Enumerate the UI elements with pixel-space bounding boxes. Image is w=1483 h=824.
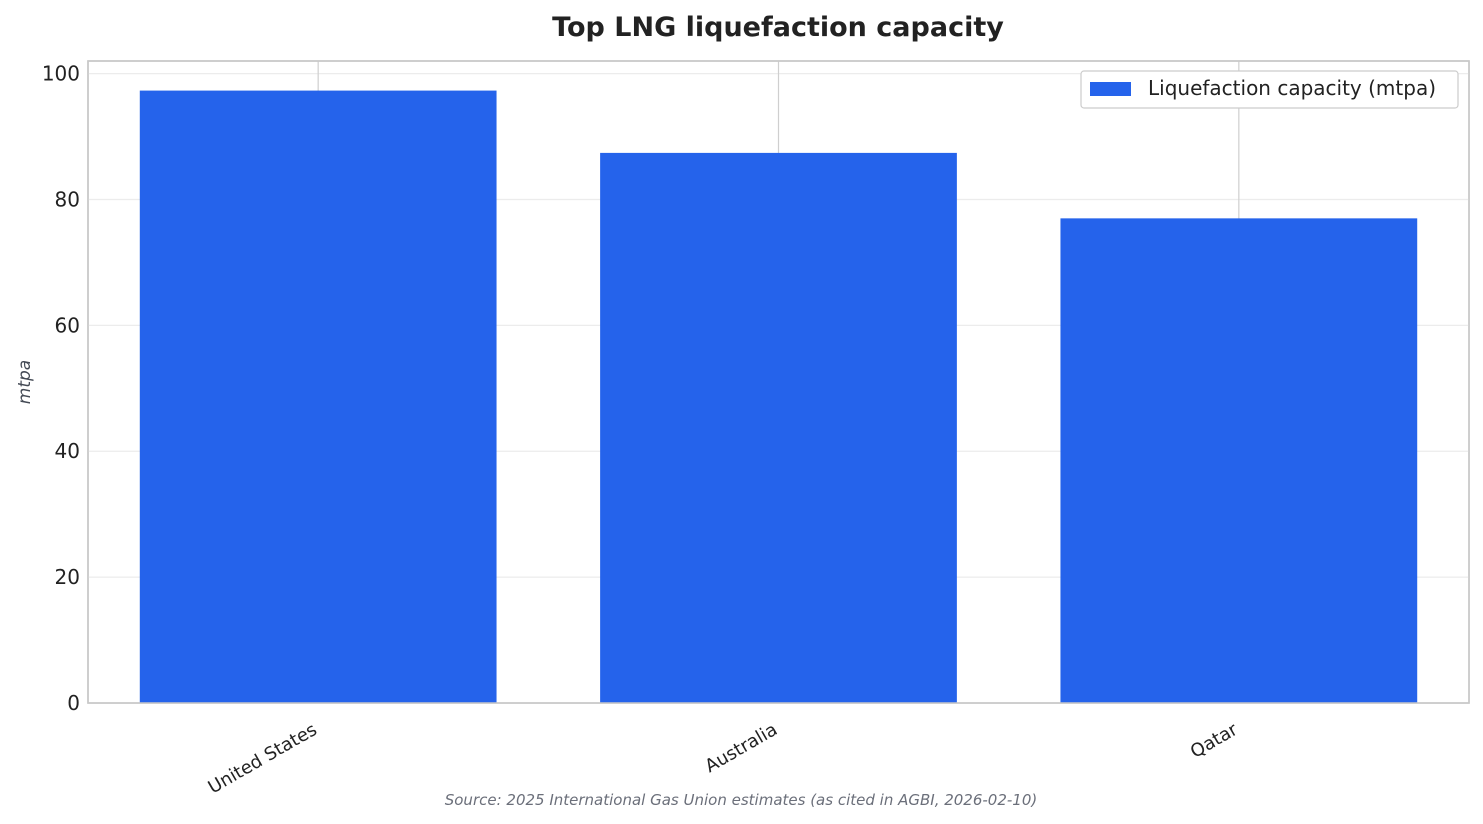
bar-qatar (1060, 218, 1418, 703)
x-tick-label: Qatar (1187, 719, 1242, 763)
x-axis-ticks: United States Australia Qatar (205, 719, 1242, 798)
source-note: Source: 2025 International Gas Union est… (445, 791, 1038, 809)
legend-label: Liquefaction capacity (mtpa) (1148, 76, 1436, 100)
legend-box (1080, 70, 1459, 109)
plot-border (87, 60, 1470, 704)
y-tick-label: 80 (55, 187, 80, 211)
legend: Liquefaction capacity (mtpa) (1080, 70, 1459, 109)
x-tick-label: Australia (702, 719, 781, 777)
y-tick-label: 20 (55, 565, 80, 589)
bar-australia (600, 152, 957, 704)
y-tick-label: 60 (55, 313, 80, 337)
y-tick-label: 0 (67, 691, 80, 715)
bar-united-states (139, 90, 497, 704)
y-axis-label: mtpa (15, 360, 35, 404)
legend-swatch (1090, 82, 1131, 96)
bars (139, 90, 1418, 704)
y-tick-label: 40 (55, 439, 80, 463)
x-tick-label: United States (205, 719, 321, 798)
chart-title: Top LNG liquefaction capacity (552, 12, 1004, 43)
y-tick-label: 100 (42, 62, 80, 86)
y-axis-ticks: 0 20 40 60 80 100 (42, 62, 80, 715)
